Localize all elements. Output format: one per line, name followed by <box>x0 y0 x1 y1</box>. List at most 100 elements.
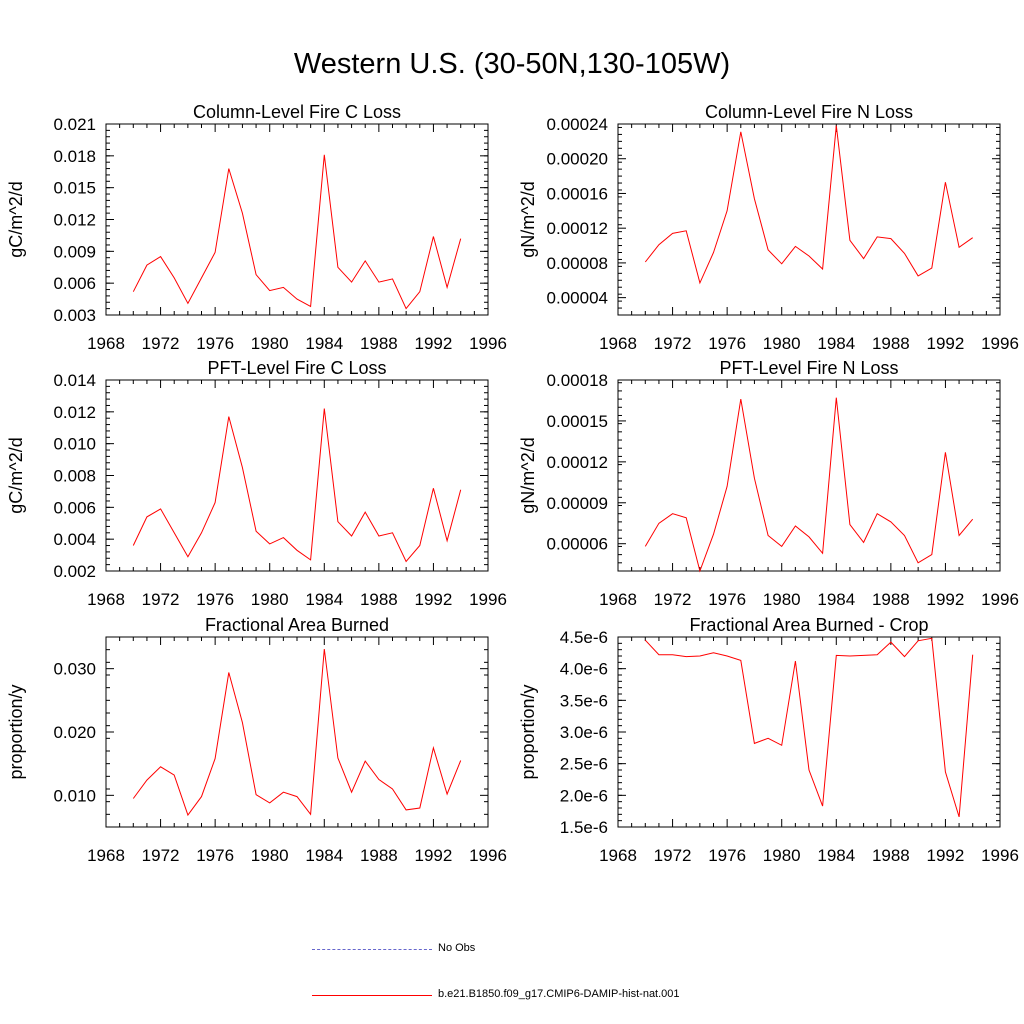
y-tick-label: 0.00024 <box>547 115 608 134</box>
x-tick-label: 1996 <box>981 846 1019 865</box>
x-tick-label: 1976 <box>196 334 234 353</box>
y-tick-label: 3.0e-6 <box>560 723 608 742</box>
y-tick-label: 0.021 <box>53 115 96 134</box>
y-axis-label: gC/m^2/d <box>6 437 26 513</box>
y-tick-label: 0.00012 <box>547 219 608 238</box>
legend-no-obs-label: No Obs <box>438 942 476 954</box>
x-tick-label: 1980 <box>763 846 801 865</box>
y-tick-label: 0.020 <box>53 723 96 742</box>
x-tick-label: 1996 <box>981 590 1019 609</box>
chart-panel-1: Column-Level Fire C Loss gC/m^2/d 1968 1972… <box>6 102 507 353</box>
x-tick-label: 1996 <box>469 590 507 609</box>
series-line <box>132 408 462 563</box>
y-axis-label: gN/m^2/d <box>518 437 538 513</box>
y-tick-label: 0.030 <box>53 660 96 679</box>
x-tick-label: 1996 <box>469 334 507 353</box>
y-axis-label: proportion/y <box>6 684 26 779</box>
x-tick-label: 1988 <box>872 334 910 353</box>
x-tick-label: 1996 <box>469 846 507 865</box>
panel-title: Column-Level Fire C Loss <box>193 102 401 122</box>
y-tick-label: 0.00006 <box>547 535 608 554</box>
y-tick-label: 4.0e-6 <box>560 660 608 679</box>
y-tick-label: 3.5e-6 <box>560 691 608 710</box>
plot-frame <box>617 123 1001 316</box>
figure-title: Western U.S. (30-50N,130-105W) <box>293 48 731 80</box>
y-tick-label: 0.00009 <box>547 494 608 513</box>
x-tick-label: 1988 <box>872 590 910 609</box>
x-tick-label: 1968 <box>599 846 637 865</box>
y-tick-label: 0.00015 <box>547 412 608 431</box>
panel-title: PFT-Level Fire N Loss <box>719 358 898 378</box>
y-tick-label: 0.00016 <box>547 184 608 203</box>
plot-frame <box>617 636 1001 828</box>
panel-title: Fractional Area Burned <box>205 615 389 635</box>
x-tick-label: 1984 <box>817 590 855 609</box>
y-tick-label: 0.010 <box>53 786 96 805</box>
y-tick-label: 2.0e-6 <box>560 786 608 805</box>
x-tick-label: 1976 <box>708 590 746 609</box>
x-tick-label: 1992 <box>415 334 453 353</box>
plot-frame <box>105 379 489 572</box>
y-tick-label: 0.002 <box>53 562 96 581</box>
x-tick-label: 1976 <box>196 846 234 865</box>
x-tick-label: 1980 <box>763 590 801 609</box>
panel-title: Column-Level Fire N Loss <box>705 102 913 122</box>
x-tick-label: 1988 <box>360 590 398 609</box>
panel-title: PFT-Level Fire C Loss <box>207 358 386 378</box>
y-axis-label: gN/m^2/d <box>518 181 538 257</box>
chart-panel-5: Fractional Area Burned proportion/y 1968 19… <box>6 615 507 865</box>
y-tick-label: 0.008 <box>53 467 96 486</box>
chart-panel-4: PFT-Level Fire N Loss gN/m^2/d 1968 1972 197… <box>518 358 1019 609</box>
x-tick-label: 1972 <box>654 334 692 353</box>
x-tick-label: 1968 <box>87 590 125 609</box>
plot-frame <box>105 636 489 828</box>
y-tick-label: 0.004 <box>53 530 96 549</box>
x-tick-label: 1972 <box>654 590 692 609</box>
y-tick-label: 0.003 <box>53 306 96 325</box>
y-tick-label: 0.015 <box>53 179 96 198</box>
y-tick-label: 0.012 <box>53 403 96 422</box>
x-tick-label: 1972 <box>654 846 692 865</box>
y-axis-label: proportion/y <box>518 684 538 779</box>
x-tick-label: 1968 <box>87 846 125 865</box>
chart-panel-6: Fractional Area Burned - Crop proportion/… <box>518 615 1019 865</box>
y-tick-label: 0.009 <box>53 242 96 261</box>
x-tick-label: 1980 <box>251 334 289 353</box>
legend-model-run-line <box>312 995 432 996</box>
chart-panel-3: PFT-Level Fire C Loss gC/m^2/d 1968 1972 197… <box>6 358 507 609</box>
y-tick-label: 1.5e-6 <box>560 818 608 837</box>
y-tick-label: 2.5e-6 <box>560 755 608 774</box>
x-tick-label: 1992 <box>415 846 453 865</box>
x-tick-label: 1992 <box>415 590 453 609</box>
y-tick-label: 0.00008 <box>547 254 608 273</box>
legend-model-run-label: b.e21.B1850.f09_g17.CMIP6-DAMIP-hist-nat… <box>438 988 680 1000</box>
x-tick-label: 1980 <box>251 846 289 865</box>
chart-panel-2: Column-Level Fire N Loss gN/m^2/d 1968 1972… <box>518 102 1019 353</box>
x-tick-label: 1980 <box>251 590 289 609</box>
x-tick-label: 1968 <box>599 590 637 609</box>
y-tick-label: 4.5e-6 <box>560 628 608 647</box>
x-tick-label: 1992 <box>927 334 965 353</box>
x-tick-label: 1984 <box>817 846 855 865</box>
x-tick-label: 1968 <box>87 334 125 353</box>
x-tick-label: 1980 <box>763 334 801 353</box>
y-tick-label: 0.00004 <box>547 289 608 308</box>
y-tick-label: 0.010 <box>53 435 96 454</box>
x-tick-label: 1984 <box>305 846 343 865</box>
x-tick-label: 1976 <box>708 334 746 353</box>
y-tick-label: 0.014 <box>53 371 96 390</box>
x-tick-label: 1988 <box>872 846 910 865</box>
y-tick-label: 0.012 <box>53 211 96 230</box>
series-line <box>644 125 973 285</box>
series-line <box>644 637 974 818</box>
x-tick-label: 1972 <box>142 846 180 865</box>
x-tick-label: 1992 <box>927 590 965 609</box>
y-tick-label: 0.00018 <box>547 371 608 390</box>
y-tick-label: 0.00020 <box>547 150 608 169</box>
plot-frame <box>105 123 489 316</box>
x-tick-label: 1996 <box>981 334 1019 353</box>
x-tick-label: 1984 <box>305 334 343 353</box>
series-line <box>644 397 974 573</box>
legend-no-obs-line <box>312 949 432 950</box>
y-tick-label: 0.00012 <box>547 453 608 472</box>
